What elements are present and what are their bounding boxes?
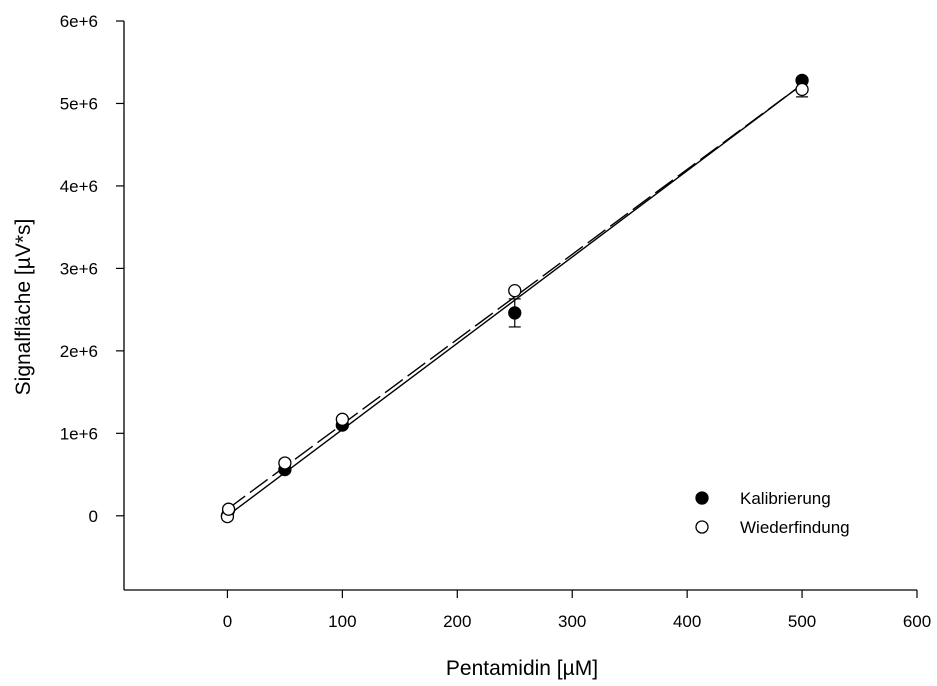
y-tick-label: 3e+6 xyxy=(60,259,98,278)
data-point-wiederfindung xyxy=(335,412,350,426)
y-axis-title: Signalfläche [µV*s] xyxy=(12,219,35,396)
x-tick-label: 500 xyxy=(788,612,816,631)
data-points xyxy=(220,73,809,524)
legend-marker-wiederfindung xyxy=(695,520,709,534)
x-tick-label: 300 xyxy=(558,612,586,631)
ticks: 0 100 200 300 400 500 600 0 1e+6 2e+6 3e+6 4e+6 5e+6… xyxy=(60,12,931,631)
legend-label-wiederfindung: Wiederfindung xyxy=(740,518,850,537)
y-tick-label: 6e+6 xyxy=(60,12,98,31)
data-point-wiederfindung xyxy=(508,284,522,298)
legend-marker-kalibrierung xyxy=(695,491,709,505)
data-point-wiederfindung xyxy=(795,82,809,97)
x-tick-label: 0 xyxy=(223,612,232,631)
legend-label-kalibrierung: Kalibrierung xyxy=(740,489,831,508)
y-tick-label: 1e+6 xyxy=(60,424,98,443)
x-axis-title: Pentamidin [µM] xyxy=(446,657,598,680)
y-tick-label: 4e+6 xyxy=(60,177,98,196)
y-tick-label: 2e+6 xyxy=(60,342,98,361)
legend: Kalibrierung Wiederfindung xyxy=(695,489,850,537)
data-point-kalibrierung xyxy=(508,306,522,320)
x-tick-label: 400 xyxy=(673,612,701,631)
y-tick-label: 0 xyxy=(89,507,98,526)
data-point-wiederfindung xyxy=(278,456,292,470)
x-tick-label: 100 xyxy=(328,612,356,631)
data-point-wiederfindung xyxy=(221,502,236,516)
x-tick-label: 600 xyxy=(903,612,931,631)
axes xyxy=(123,21,917,591)
x-tick-label: 200 xyxy=(443,612,471,631)
y-tick-label: 5e+6 xyxy=(60,94,98,113)
